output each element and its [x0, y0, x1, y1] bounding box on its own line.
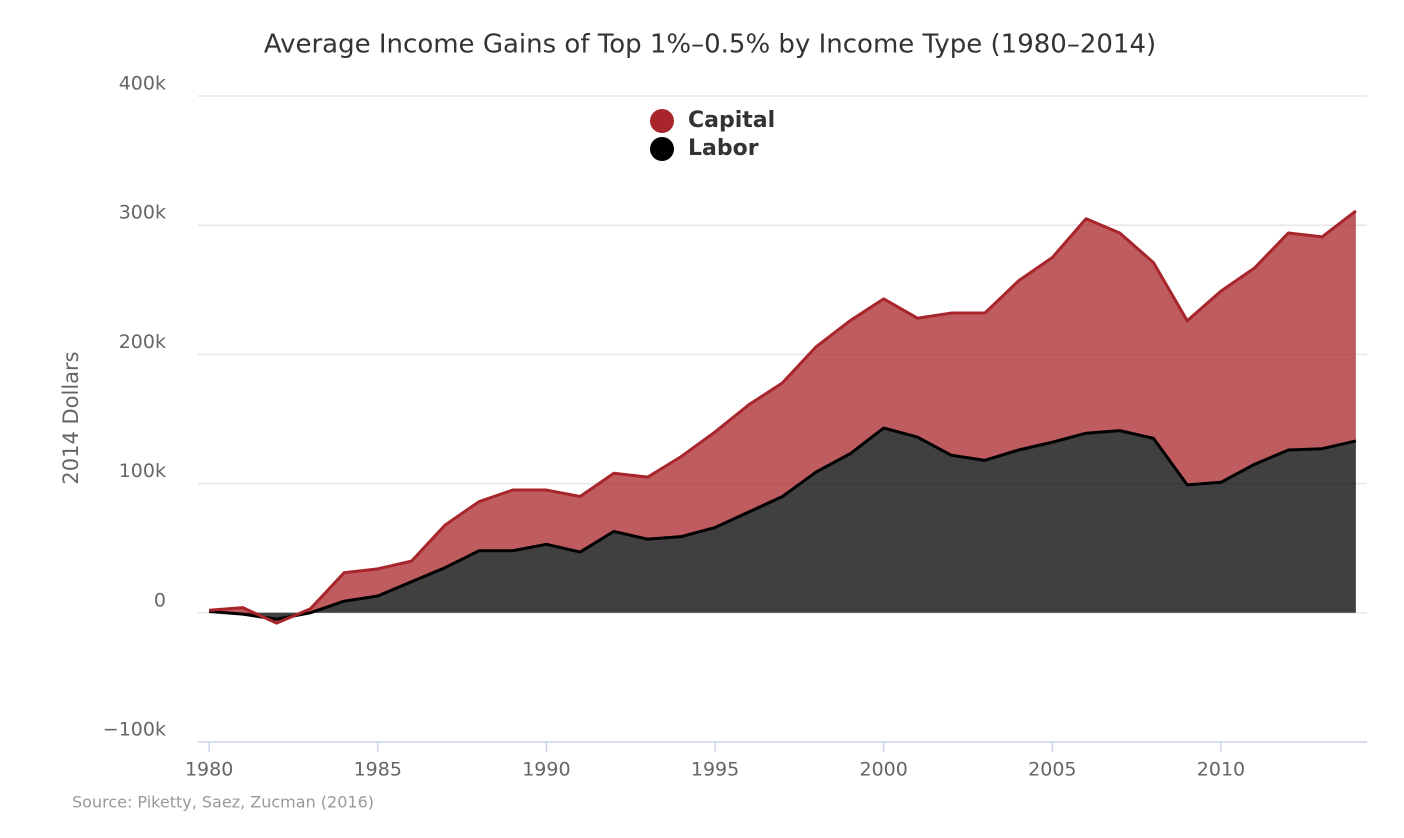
x-tick-label: 2000	[860, 759, 908, 781]
y-axis-label: 2014 Dollars	[59, 351, 83, 484]
area-line	[209, 209, 1357, 625]
x-tick-label: 1980	[185, 759, 233, 781]
chart-title: Average Income Gains of Top 1%–0.5% by I…	[264, 30, 1156, 60]
y-tick-label: 0	[154, 589, 166, 611]
area-line	[209, 426, 1357, 621]
legend-swatch	[650, 109, 674, 133]
x-tick-label: 2005	[1028, 759, 1076, 781]
x-tick-label: 1995	[691, 759, 739, 781]
legend-label: Labor	[688, 136, 759, 161]
y-tick-label: −100k	[103, 719, 166, 741]
source-note: Source: Piketty, Saez, Zucman (2016)	[72, 793, 374, 812]
y-tick-label: 400k	[119, 73, 166, 95]
legend-label: Capital	[688, 108, 775, 133]
x-tick-label: 1990	[522, 759, 570, 781]
x-tick-label: 1985	[354, 759, 402, 781]
y-tick-label: 200k	[119, 331, 166, 353]
area-fill	[209, 210, 1356, 624]
legend-swatch	[650, 137, 674, 161]
x-tick-label: 2010	[1197, 759, 1245, 781]
y-tick-label: 300k	[119, 202, 166, 224]
area-fill	[209, 428, 1356, 620]
y-tick-label: 100k	[119, 460, 166, 482]
